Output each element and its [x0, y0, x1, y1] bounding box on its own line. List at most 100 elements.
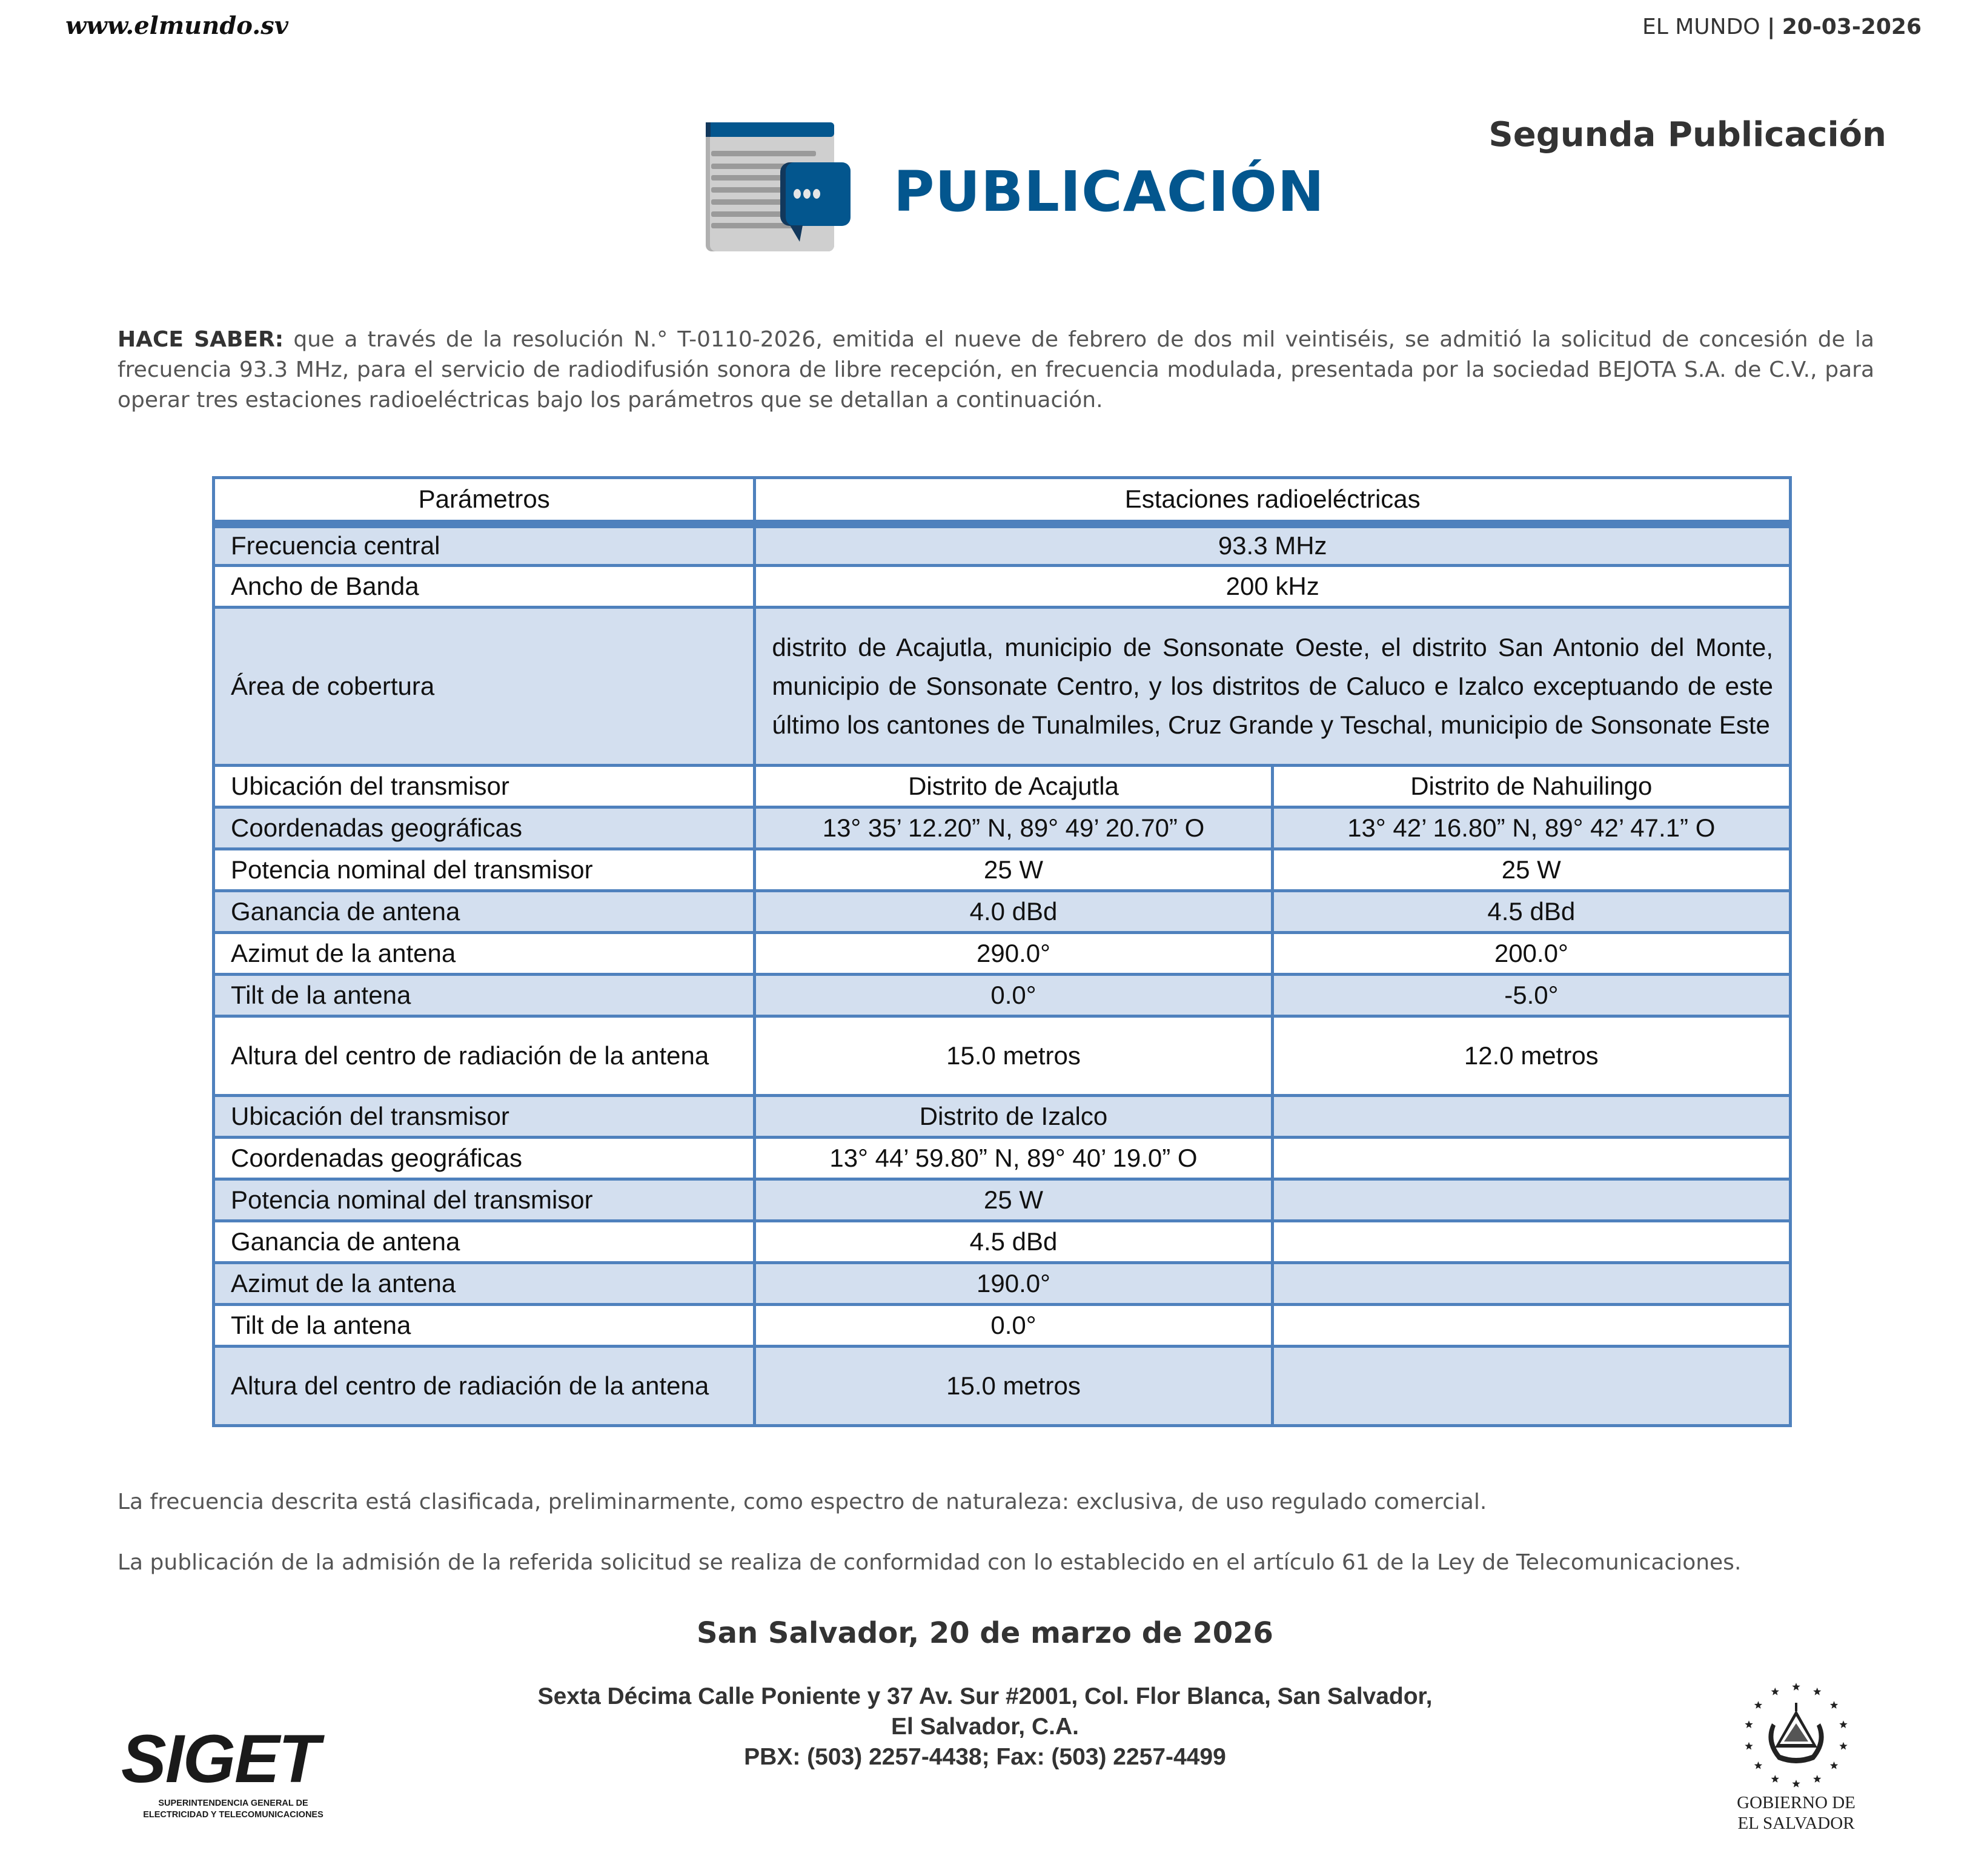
parameter-value: 13° 35’ 12.20” N, 89° 49’ 20.70” O [753, 806, 1274, 850]
parameter-value: 0.0° [753, 1303, 1274, 1348]
star-icon [1829, 1701, 1839, 1709]
star-icon [1792, 1683, 1800, 1691]
parameter-value: 200.0° [1270, 931, 1793, 976]
parameter-value: 290.0° [753, 931, 1274, 976]
star-icon [1839, 1742, 1848, 1750]
star-icon [1839, 1720, 1848, 1728]
parameter-label: Frecuencia central [211, 522, 757, 567]
parameter-value [1270, 1136, 1793, 1181]
parameter-value [1270, 1094, 1793, 1139]
parameter-label: Ubicación del transmisor [211, 1094, 757, 1139]
parameter-label: Tilt de la antena [211, 973, 757, 1018]
parameter-value: 4.5 dBd [1270, 889, 1793, 934]
parameter-value: 15.0 metros [753, 1345, 1274, 1427]
star-icon [1771, 1775, 1779, 1783]
star-icon [1829, 1761, 1839, 1769]
parameter-label: Área de cobertura [211, 606, 757, 767]
address-block: Sexta Décima Calle Poniente y 37 Av. Sur… [424, 1682, 1546, 1772]
parameter-value: 4.5 dBd [753, 1219, 1274, 1264]
table-row: Potencia nominal del transmisor 25 W 25 W [211, 847, 1793, 892]
table-row: Tilt de la antena 0.0° [211, 1303, 1793, 1348]
siget-subtitle-line: SUPERINTENDENCIA GENERAL DE [158, 1798, 308, 1808]
address-line: El Salvador, C.A. [891, 1714, 1079, 1740]
siget-logo-wordmark: SIGET [121, 1721, 320, 1797]
star-icon [1745, 1742, 1753, 1750]
parameter-label: Potencia nominal del transmisor [211, 1178, 757, 1222]
table-row: Azimut de la antena 290.0° 200.0° [211, 931, 1793, 976]
el-salvador-coat-of-arms-icon [1745, 1683, 1848, 1788]
parameters-table: Parámetros Estaciones radioeléctricas Fr… [211, 476, 1793, 1427]
parameter-value: 12.0 metros [1270, 1015, 1793, 1097]
gobierno-line: EL SALVADOR [1737, 1814, 1855, 1833]
parameter-value: 25 W [1270, 847, 1793, 892]
parameter-value: 4.0 dBd [753, 889, 1274, 934]
parameter-value: Distrito de Acajutla [753, 764, 1274, 809]
parameter-label: Azimut de la antena [211, 931, 757, 976]
paper-name: EL MUNDO [1642, 15, 1760, 39]
header-parametros: Parámetros [211, 476, 757, 528]
note-legal-basis: La publicación de la admisión de la refe… [118, 1550, 1742, 1575]
edition-label: Segunda Publicación [1488, 115, 1886, 154]
parameter-label: Tilt de la antena [211, 1303, 757, 1348]
contact-phone: PBX: (503) 2257-4438; Fax: (503) 2257-44… [744, 1744, 1226, 1770]
address-line: Sexta Décima Calle Poniente y 37 Av. Sur… [537, 1683, 1433, 1709]
table-row: Ancho de Banda 200 kHz [211, 564, 1792, 609]
table-row: Coordenadas geográficas 13° 44’ 59.80” N,… [211, 1136, 1793, 1181]
document-chat-bubble-icon [706, 122, 851, 251]
table-row: Altura del centro de radiación de la ant… [211, 1345, 1793, 1427]
parameter-value: 190.0° [753, 1261, 1274, 1306]
star-icon [1813, 1687, 1822, 1695]
page-title: PUBLICACIÓN [894, 159, 1325, 224]
parameter-label: Ganancia de antena [211, 889, 757, 934]
table-row: Altura del centro de radiación de la ant… [211, 1015, 1793, 1097]
intro-paragraph: HACE SABER: que a través de la resolució… [118, 325, 1874, 416]
place-date: San Salvador, 20 de marzo de 2026 [697, 1616, 1273, 1650]
parameter-value [1270, 1345, 1793, 1427]
star-icon [1792, 1780, 1800, 1788]
table-header-row: Parámetros Estaciones radioeléctricas [211, 476, 1792, 528]
paper-date: EL MUNDO | 20-03-2026 [1642, 15, 1922, 39]
table-row: Ubicación del transmisor Distrito de Izal… [211, 1094, 1793, 1139]
intro-text: que a través de la resolución N.° T-0110… [118, 327, 1874, 413]
gobierno-logo: GOBIERNO DE EL SALVADOR [1733, 1681, 1860, 1834]
parameter-label: Ancho de Banda [211, 564, 757, 609]
parameter-label: Altura del centro de radiación de la ant… [211, 1345, 757, 1427]
parameter-value: 15.0 metros [753, 1015, 1274, 1097]
table-row: Ubicación del transmisor Distrito de Acaj… [211, 764, 1793, 809]
star-icon [1813, 1775, 1822, 1783]
table-row: Frecuencia central 93.3 MHz [211, 522, 1792, 567]
table-row: Ganancia de antena 4.5 dBd [211, 1219, 1793, 1264]
parameter-value [1270, 1219, 1793, 1264]
parameter-label: Coordenadas geográficas [211, 1136, 757, 1181]
parameter-label: Altura del centro de radiación de la ant… [211, 1015, 757, 1097]
table-row: Potencia nominal del transmisor 25 W [211, 1178, 1793, 1222]
parameter-label: Coordenadas geográficas [211, 806, 757, 850]
publication-date: 20-03-2026 [1782, 15, 1922, 39]
parameter-label: Potencia nominal del transmisor [211, 847, 757, 892]
parameter-value: 93.3 MHz [753, 522, 1792, 567]
siget-logo-subtitle: SUPERINTENDENCIA GENERAL DE ELECTRICIDAD… [121, 1798, 345, 1821]
parameter-value: 0.0° [753, 973, 1274, 1018]
parameter-value: distrito de Acajutla, municipio de Sonso… [753, 606, 1792, 767]
parameter-label: Ubicación del transmisor [211, 764, 757, 809]
parameter-value: -5.0° [1270, 973, 1793, 1018]
table-row: Área de cobertura distrito de Acajutla, m… [211, 606, 1792, 767]
gobierno-line: GOBIERNO DE [1737, 1793, 1856, 1812]
intro-lead: HACE SABER: [118, 327, 284, 352]
parameter-label: Azimut de la antena [211, 1261, 757, 1306]
siget-logo: SIGET SUPERINTENDENCIA GENERAL DE ELECTR… [121, 1720, 351, 1821]
parameter-value [1270, 1178, 1793, 1222]
parameter-value: Distrito de Nahuilingo [1270, 764, 1793, 809]
siget-subtitle-line: ELECTRICIDAD Y TELECOMUNICACIONES [143, 1810, 323, 1820]
parameter-value [1270, 1303, 1793, 1348]
parameter-value: Distrito de Izalco [753, 1094, 1274, 1139]
table-row: Azimut de la antena 190.0° [211, 1261, 1793, 1306]
table-row: Coordenadas geográficas 13° 35’ 12.20” N,… [211, 806, 1793, 850]
table-row: Ganancia de antena 4.0 dBd 4.5 dBd [211, 889, 1793, 934]
parameter-value: 25 W [753, 847, 1274, 892]
parameter-value [1270, 1261, 1793, 1306]
header-estaciones: Estaciones radioeléctricas [753, 476, 1792, 528]
parameter-value: 13° 44’ 59.80” N, 89° 40’ 19.0” O [753, 1136, 1274, 1181]
note-classification: La frecuencia descrita está clasificada,… [118, 1490, 1487, 1514]
star-icon [1754, 1701, 1763, 1709]
